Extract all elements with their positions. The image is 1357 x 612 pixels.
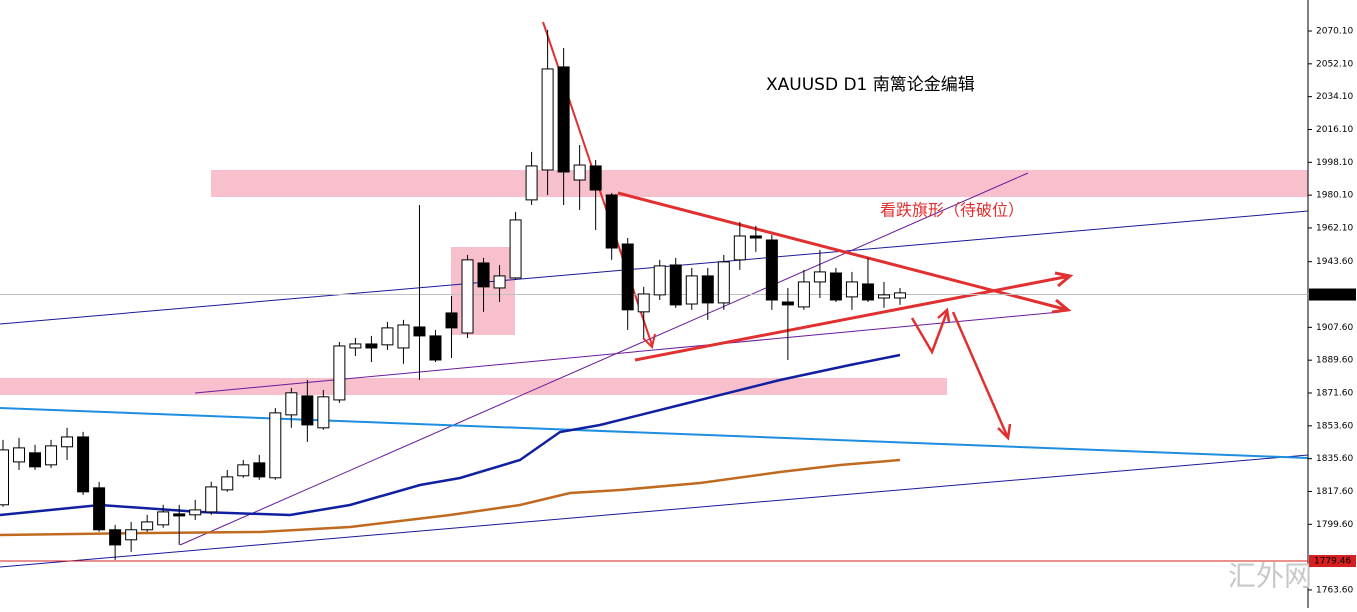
candle-body	[765, 239, 778, 301]
price-label: 1779.46	[1314, 557, 1351, 567]
y-tick-label: 1763.60	[1316, 585, 1353, 595]
trendline	[0, 407, 1309, 459]
candle-body	[221, 476, 234, 491]
y-tick-label: 1799.60	[1316, 520, 1353, 530]
candle-body	[557, 66, 570, 173]
candle-body	[589, 165, 602, 191]
candle-body	[317, 396, 330, 429]
candle-body	[701, 275, 714, 304]
candle-body	[285, 392, 298, 416]
candle-body	[685, 275, 698, 305]
candle-body	[13, 447, 26, 463]
y-tick-label: 2016.10	[1316, 125, 1353, 135]
arrowhead	[642, 333, 656, 349]
candle-body	[541, 68, 554, 171]
y-tick-label: 1998.10	[1316, 158, 1353, 168]
price-label-box	[1309, 288, 1356, 301]
candle-body	[669, 264, 682, 306]
candle-body	[109, 529, 122, 546]
annotation: 看跌旗形（待破位）	[880, 201, 1024, 220]
y-tick-label: 1907.60	[1316, 323, 1353, 333]
candle-body	[445, 312, 458, 329]
y-tick-label: 1835.60	[1316, 454, 1353, 464]
candle-body	[797, 281, 810, 308]
candle-body	[237, 464, 250, 477]
candle-body	[509, 219, 522, 279]
candle-body	[349, 343, 362, 349]
y-tick-label: 1943.60	[1316, 257, 1353, 267]
candle-body	[157, 511, 170, 526]
candle-body	[0, 449, 9, 506]
y-tick-label: 2070.10	[1316, 27, 1353, 37]
resistance-zone	[211, 170, 1308, 197]
candle-body	[29, 452, 42, 468]
candle-body	[381, 327, 394, 346]
y-tick-label: 1889.60	[1316, 356, 1353, 366]
arrow	[910, 311, 949, 355]
candle-body	[733, 235, 746, 261]
arrowhead	[1051, 298, 1072, 314]
candle-body	[573, 164, 586, 181]
candle-body	[653, 265, 666, 296]
arrowhead	[937, 307, 951, 323]
chart-title: XAUUSD D1 南篱论金编辑	[766, 75, 975, 95]
y-tick-label: 2034.10	[1316, 92, 1353, 102]
candle-body	[269, 412, 282, 479]
candle-body	[413, 326, 426, 337]
y-tick-label: 1853.60	[1316, 421, 1353, 431]
candle-body	[397, 324, 410, 349]
candle-body	[173, 513, 186, 517]
candle-body	[605, 194, 618, 249]
candle-body	[525, 165, 538, 201]
candle-body	[429, 335, 442, 361]
candle-body	[461, 259, 474, 334]
moving-average	[0, 458, 901, 537]
y-tick-label: 1980.10	[1316, 191, 1353, 201]
drawings	[0, 21, 1309, 568]
arrow	[951, 311, 1010, 439]
candle-body	[781, 301, 794, 306]
y-tick-label: 2052.10	[1316, 59, 1353, 69]
watermark: 汇外网	[1228, 560, 1312, 593]
moving-average	[0, 353, 901, 517]
support-zone	[0, 378, 947, 395]
candle-body	[189, 509, 202, 516]
candle-body	[845, 281, 858, 298]
trendline	[0, 454, 1309, 568]
candle-body	[205, 486, 218, 513]
candle-body	[93, 487, 106, 531]
price-label: 1925.60	[1314, 290, 1351, 300]
arrow	[634, 274, 1071, 362]
arrowhead	[997, 423, 1012, 441]
candle-body	[125, 529, 138, 541]
arrowhead	[1054, 271, 1074, 288]
candle-body	[861, 283, 874, 301]
candle-body	[477, 262, 490, 288]
candle-body	[813, 271, 826, 283]
candle-body	[301, 395, 314, 426]
y-tick-label: 1871.60	[1316, 388, 1353, 398]
candle-body	[637, 293, 650, 313]
candle-body	[829, 272, 842, 301]
candle-body	[877, 294, 890, 299]
price-label-box	[1309, 555, 1356, 568]
candle-body	[45, 445, 58, 466]
candle-body	[77, 436, 90, 493]
candle-body	[141, 521, 154, 531]
y-tick-label: 1817.60	[1316, 487, 1353, 497]
consolidation-zone	[451, 247, 515, 335]
candle-body	[365, 343, 378, 349]
trendline	[179, 172, 1029, 546]
candle-body	[61, 436, 74, 448]
candle-body	[621, 243, 634, 311]
candle-body	[749, 235, 762, 239]
candle-body	[493, 275, 506, 289]
candle-body	[333, 345, 346, 401]
candle-body	[253, 462, 266, 478]
y-tick-label: 1962.10	[1316, 223, 1353, 233]
candle-body	[717, 261, 730, 304]
candle-body	[894, 292, 906, 299]
